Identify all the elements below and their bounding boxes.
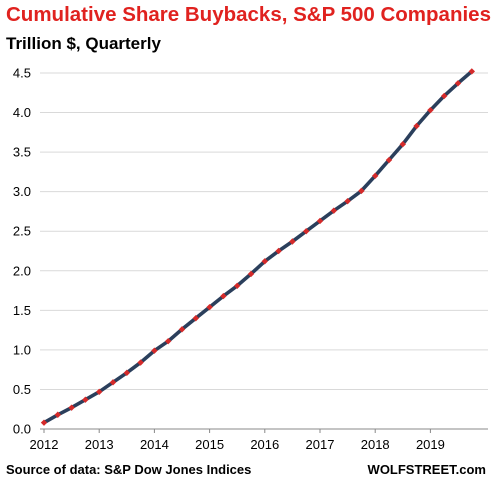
series-line [42,69,474,425]
data-point [40,419,48,426]
x-tick-label: 2017 [306,437,335,452]
brand-label: WOLFSTREET.com [367,462,486,477]
data-point [220,292,227,300]
x-tick-label: 2013 [85,437,114,452]
data-point [261,258,268,265]
data-point [82,396,89,403]
data-point [275,247,282,255]
data-point [151,347,158,354]
data-point [68,404,75,411]
data-point [316,217,324,225]
x-tick-label: 2016 [250,437,279,452]
data-point [123,369,130,377]
data-point [96,388,103,396]
data-point [303,228,310,235]
series-buybacks [40,68,475,426]
x-axis-tick-labels: 2012 2013 2014 2015 2016 2017 2018 2019 [30,437,445,452]
data-point [54,411,61,418]
data-point [165,337,172,345]
x-tick-label: 2015 [195,437,224,452]
data-point [234,282,241,290]
data-point [109,379,117,386]
y-tick-label: 4.5 [13,66,31,81]
data-point [206,303,213,311]
data-point [427,106,434,114]
data-point [178,326,186,333]
data-point [413,122,420,130]
axes [40,428,488,433]
data-point [137,359,144,366]
data-point [330,207,337,214]
data-point [385,156,393,164]
chart-title: Cumulative Share Buybacks, S&P 500 Compa… [6,3,491,26]
x-tick-label: 2014 [140,437,169,452]
y-tick-label: 2.0 [13,263,31,278]
data-point [358,187,365,195]
data-point [399,141,406,148]
gridlines [40,72,488,390]
data-point [372,172,379,180]
data-point [468,68,475,75]
y-tick-label: 1.0 [13,342,31,357]
y-tick-label: 3.0 [13,184,31,199]
x-tick-label: 2019 [416,437,445,452]
source-note: Source of data: S&P Dow Jones Indices [6,462,252,477]
data-point [344,197,351,205]
y-tick-label: 1.5 [13,303,31,318]
x-tick-label: 2018 [361,437,390,452]
y-tick-label: 2.5 [13,224,31,239]
chart-subtitle: Trillion $, Quarterly [6,34,161,53]
y-axis-tick-labels: 0.0 0.5 1.0 1.5 2.0 2.5 3.0 3.5 4.0 4.5 [13,66,31,437]
y-tick-label: 0.0 [13,422,31,437]
data-point [454,80,462,87]
data-point [192,315,199,322]
data-point [247,270,255,278]
y-tick-label: 4.0 [13,105,31,120]
data-point [441,92,448,100]
data-point [289,238,296,245]
x-tick-label: 2012 [30,437,59,452]
y-tick-label: 0.5 [13,382,31,397]
y-tick-label: 3.5 [13,145,31,160]
